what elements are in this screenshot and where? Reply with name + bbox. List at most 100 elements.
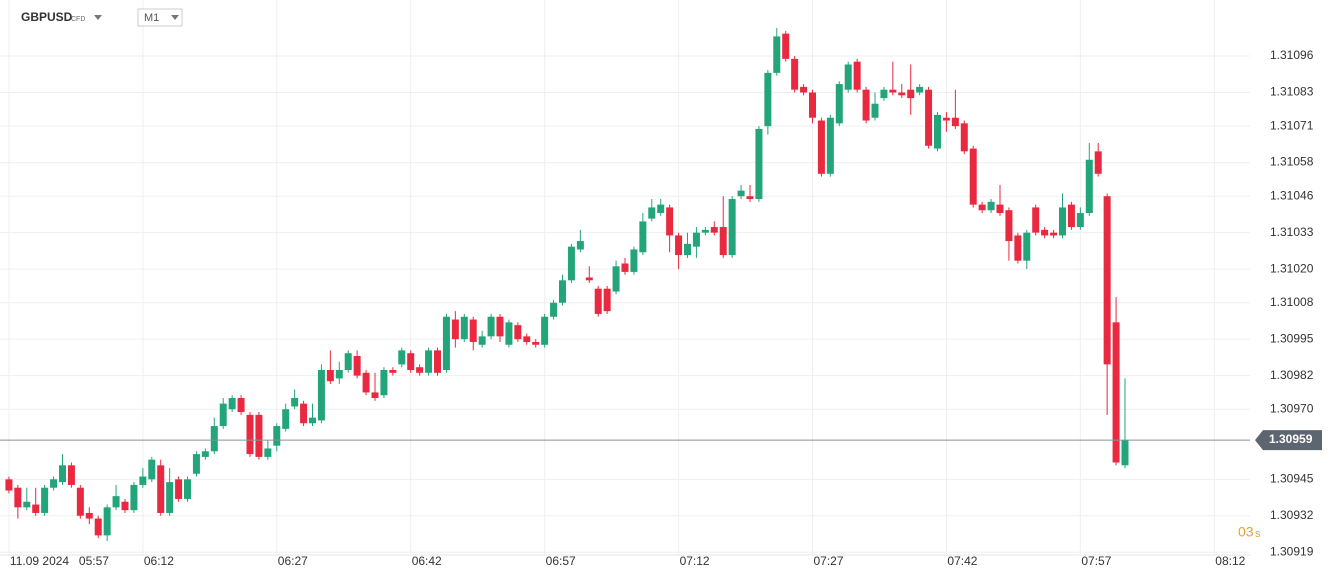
y-tick-label: 1.31096 [1270, 48, 1314, 62]
x-tick-label: 06:12 [144, 554, 174, 568]
toolbar[interactable]: GBPUSD CFD M1 [21, 8, 183, 27]
candle-body-down [67, 465, 75, 485]
y-tick-label: 1.31083 [1270, 85, 1314, 99]
candle-body-up [934, 114, 941, 149]
timeframe[interactable]: M1 [144, 12, 159, 24]
candle-body-down [1005, 210, 1013, 242]
candle-body-up [987, 201, 995, 211]
candle-body-down [889, 89, 897, 93]
candle-body-down [255, 414, 263, 457]
candle-body-down [960, 123, 968, 152]
candle-body-down [416, 367, 424, 373]
y-tick-label: 1.31071 [1270, 118, 1314, 132]
x-tick-label: 07:57 [1081, 554, 1111, 568]
candle-body-up [692, 232, 700, 247]
candle-body-down [1067, 204, 1075, 228]
candle-body-up [291, 398, 299, 407]
candle-body-up [41, 487, 49, 513]
candle-body-up [550, 302, 558, 317]
countdown: 03 [1238, 524, 1254, 540]
candle-body-up [344, 353, 352, 370]
timeframe-select[interactable] [137, 8, 183, 27]
candle-body-up [701, 229, 709, 233]
candle-body-up [880, 89, 888, 99]
candle-body-up [59, 465, 66, 483]
candle-body-down [809, 92, 816, 118]
candle-body-up [273, 426, 281, 446]
y-tick-label: 1.30932 [1270, 508, 1314, 522]
candle-body-up [639, 221, 647, 253]
x-tick-label: 07:12 [680, 554, 710, 568]
y-tick-label: 1.31008 [1270, 295, 1314, 309]
y-tick-label: 1.30945 [1270, 471, 1314, 485]
candle-body-up [264, 448, 272, 457]
candle-body-up [1076, 213, 1084, 228]
countdown-unit: s [1255, 528, 1261, 540]
candle-body-down [746, 196, 754, 200]
candle-body-down [1050, 232, 1058, 236]
candle-body-up [630, 249, 638, 272]
candle-body-up [282, 409, 290, 429]
candle-body-down [32, 504, 40, 513]
candle-body-up [219, 403, 227, 427]
candle-body-down [1041, 229, 1049, 236]
x-tick-label: 07:42 [947, 554, 977, 568]
candle-body-down [666, 207, 674, 236]
candle-body-down [523, 336, 531, 342]
candle-body-up [826, 117, 834, 174]
candle-body-down [710, 227, 718, 233]
candle-body-down [1112, 322, 1120, 463]
candle-body-up [139, 476, 147, 485]
candle-body-up [425, 350, 433, 373]
candle-body-up [148, 459, 156, 480]
y-tick-label: 1.30970 [1270, 401, 1314, 415]
candle-body-down [907, 89, 915, 99]
candle-body-up [657, 204, 665, 214]
date-label: 11.09 2024 [10, 554, 69, 568]
candle-body-down [996, 204, 1004, 214]
candle-body-up [166, 482, 174, 513]
candle-body-up [184, 479, 191, 499]
dropdown-arrow[interactable] [94, 15, 102, 20]
candle-body-down [371, 392, 379, 399]
y-tick-label: 1.30995 [1270, 331, 1314, 345]
candle-body-up [228, 398, 236, 410]
candle-body-down [1094, 151, 1102, 174]
candle-body-up [755, 128, 763, 200]
symbol[interactable]: GBPUSD [21, 10, 73, 24]
candle-body-up [764, 72, 772, 127]
candle-body-up [737, 190, 745, 197]
candle-body-up [773, 36, 781, 73]
candle-body-up [559, 280, 566, 303]
candle-body-up [103, 507, 111, 536]
candle-body-up [844, 64, 852, 90]
candle-body-down [594, 288, 602, 314]
candle-body-down [817, 120, 825, 174]
candle-body-down [621, 263, 629, 272]
candle-body-down [85, 512, 93, 519]
candle-body-up [871, 103, 879, 118]
candle-body-down [942, 117, 950, 121]
candle-body-down [585, 277, 593, 281]
candle-body-up [478, 336, 486, 345]
candle-body-down [800, 86, 808, 93]
dropdown-arrow[interactable] [171, 15, 179, 20]
candle-body-down [434, 350, 441, 373]
x-tick-label: 06:42 [412, 554, 442, 568]
candle-body-up [541, 316, 549, 345]
candle-body-up [442, 316, 450, 370]
candle-body-down [469, 319, 477, 342]
current-price-label: 1.30959 [1269, 432, 1313, 446]
candle-body-up [335, 370, 343, 379]
candle-body-down [951, 117, 959, 127]
y-tick-label: 1.30919 [1270, 544, 1314, 558]
axes: 1.30919 1.30932 1.30945 1.30970 1.30982 1.309… [0, 48, 1322, 568]
candle-body-down [407, 353, 415, 370]
candle-body-up [380, 370, 388, 396]
candle-body-down [978, 204, 986, 211]
candle-body-up [460, 316, 468, 340]
candle-body-down [326, 370, 334, 382]
candle-body-up [309, 417, 316, 424]
candle-body-down [514, 325, 522, 340]
